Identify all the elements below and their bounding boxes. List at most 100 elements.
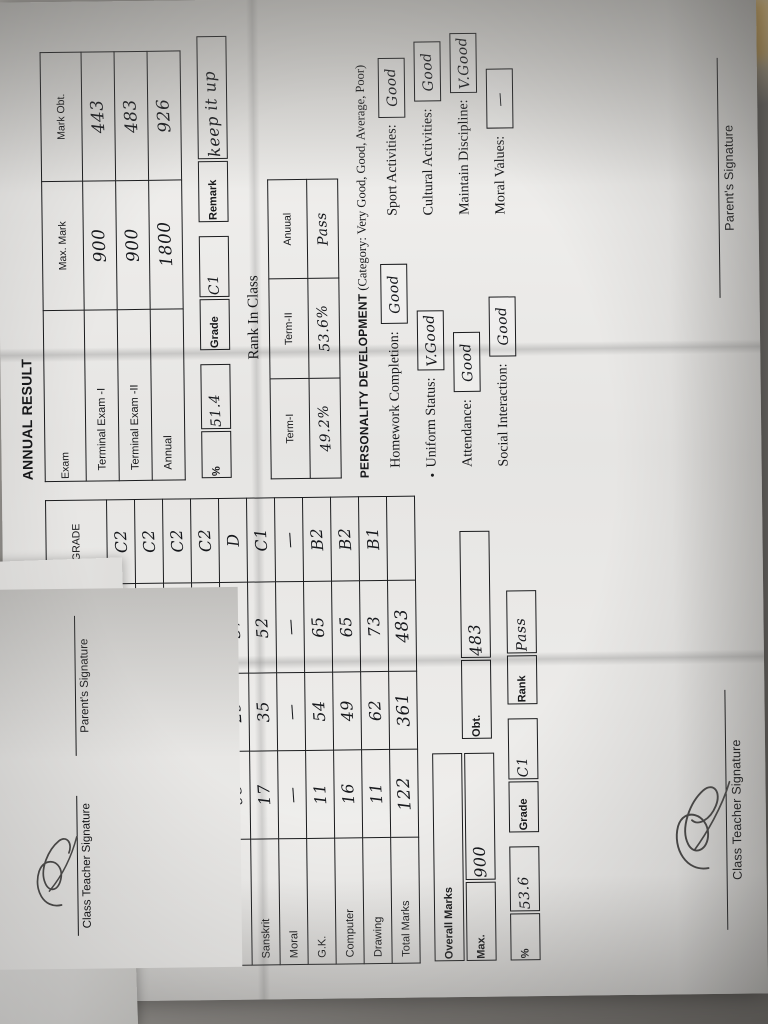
periodic-hw: 11 [309,783,331,806]
grade-value: B2 [330,496,360,582]
annual-hw: — [281,702,302,721]
annual-hw: 35 [252,700,274,724]
total-hw: — [280,618,301,636]
grade-value: — [274,497,304,583]
rank-annual-value: Pass [306,179,339,279]
personality-left-label: Social Interaction: [494,363,512,467]
grade-value [386,496,416,581]
annual-exam-name: Terminal Exam -I [84,309,120,482]
grade-value: C2 [134,499,164,584]
periodic-value: 122 [389,749,419,838]
annual-exam-name: Terminal Exam -II [117,309,153,481]
personality-left-cell: Uniform Status: V.Good [416,215,446,467]
annual-header-exam: Exam [43,310,87,482]
annual-hw: 361 [391,692,415,728]
rank-term1-hw: 49.2% [315,404,335,453]
overall-obt-label: Obt. [460,659,492,740]
annual-value: — [276,672,306,751]
total-value: 483 [387,580,417,672]
personality-left-cell: Social Interaction: Good [488,214,518,467]
total-hw: 65 [335,615,357,638]
annual-grade-table: Grade C1 [197,234,232,352]
periodic-value: — [277,750,307,840]
personality-left-box: Good [380,264,408,325]
personality-left-label: Attendance: [459,399,476,468]
total-hw: 65 [307,615,329,639]
overall-max-value: 900 [464,752,496,881]
personality-left-label: Homework Completion: [386,331,404,468]
grade-value: D [218,498,248,583]
paper-shadow-bottom [665,0,768,995]
grade-value: C1 [246,497,276,583]
annual-percent-table: % 51.4 [198,362,233,480]
rank-hw: Pass [512,617,531,652]
periodic-value: 17 [249,750,279,840]
rank-row: Rank Pass [506,590,538,705]
overall-obt-value: 483 [459,530,491,659]
annual-hw: 62 [364,699,386,722]
total-value: 52 [247,582,277,673]
rank-label: Rank [506,655,538,705]
grade-hw: — [278,530,300,549]
grade-value: C1 [507,718,539,780]
periodic-value: 11 [305,750,335,839]
rank-table: Rank Pass [504,588,539,706]
grade-hw: C2 [166,528,188,554]
annual-value: 35 [248,672,278,752]
bullet-marker: • [424,472,440,478]
annual-max-hw: 900 [88,227,112,263]
overall-max-hw: 900 [469,845,491,879]
overall-obt-row: Obt. 483 [459,530,492,740]
annual-percent-label: % [201,430,232,479]
personality-left-box: Good [452,332,481,393]
annual-hw: 54 [308,699,330,723]
report-card-sheet: TERMINAL - II SUBJECT Periodic Assessmen… [0,0,768,1003]
personality-left-cell: Attendance: Good [452,215,482,467]
annual-percent-value: 51.4 [200,363,232,429]
annual-max-value: 900 [115,179,151,310]
total-value: — [275,581,305,673]
class-teacher-signature-block: Class Teacher Signature [675,660,746,960]
grade-hw: B2 [334,526,356,552]
annual-value: 361 [388,670,418,750]
personality-left-value: Good [493,306,512,347]
annual-grade-label: Grade [199,299,231,351]
overall-obtained-table: Obt. 483 [427,529,494,742]
annual-grade-row: Grade C1 [198,235,231,351]
grade-value: C2 [162,498,192,584]
rank-values-row: 49.2% 53.6% Pass [306,179,342,479]
rank-header-term1: Term-I [270,378,311,479]
personality-title: PERSONALITY DEVELOPMENT [355,293,372,479]
annual-exam-name: Annual [150,308,186,481]
rank-term2-hw: 53.6% [314,304,334,353]
total-value: 73 [359,580,389,672]
grade-table: Grade C1 [506,716,541,834]
total-hw: 73 [363,614,385,638]
total-hw: 52 [251,616,273,639]
periodic-hw: — [282,785,303,804]
annual-grade-hw: C1 [205,274,224,296]
rank-term1-value: 49.2% [309,378,342,479]
paper-sheet-wrapper: TERMINAL - II SUBJECT Periodic Assessmen… [0,0,768,1003]
grade-hw: C1 [514,756,532,779]
annual-max-hw: 1800 [154,221,178,268]
signature-area: Class Teacher Signature Parent's Signatu… [675,28,746,960]
annual-percent-hw: 51.4 [206,392,226,428]
periodic-value: 11 [361,749,391,839]
personality-left-box: V.Good [416,310,445,371]
annual-value: 49 [332,671,362,751]
annual-percent-row: % 51.4 [200,363,232,479]
grade-hw: B1 [362,526,384,551]
grade-label: Grade [508,781,540,833]
rank-value: Pass [506,590,537,654]
grade-value: C2 [190,498,220,584]
annual-hw: 49 [336,699,358,723]
annual-max-value: 1800 [148,179,184,310]
periodic-hw: 122 [392,775,416,812]
annual-value: 62 [360,671,390,750]
grade-hw: D [223,533,243,548]
grade-hw: C1 [250,527,272,553]
periodic-hw: 11 [365,782,387,806]
grade-hw: C2 [138,529,160,554]
